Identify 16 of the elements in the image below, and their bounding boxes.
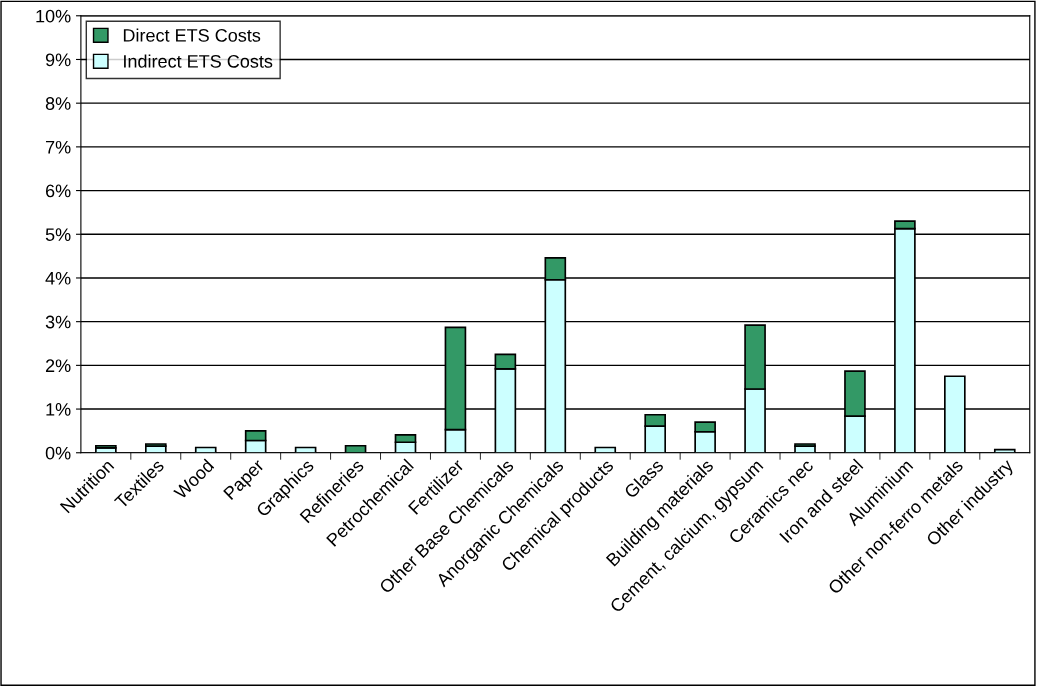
bar <box>144 443 167 448</box>
y-tick-label: 3% <box>45 315 71 329</box>
y-tick-label: 8% <box>45 97 71 110</box>
y-tick-label: 9% <box>45 53 71 67</box>
y-tick-label: 10% <box>36 9 71 23</box>
bar <box>95 444 117 449</box>
y-tick-label: 5% <box>45 228 71 241</box>
y-tick-label: 2% <box>45 359 71 373</box>
bar <box>794 443 816 448</box>
y-tick-label: 1% <box>46 403 71 416</box>
y-tick-label: 7% <box>45 140 71 154</box>
legend-label: Indirect ETS Costs <box>124 54 273 68</box>
legend-label: Direct ETS Costs <box>123 28 261 42</box>
y-tick-label: 4% <box>45 271 71 285</box>
y-tick-label: 6% <box>45 184 71 198</box>
y-tick-label: 0% <box>45 446 71 460</box>
